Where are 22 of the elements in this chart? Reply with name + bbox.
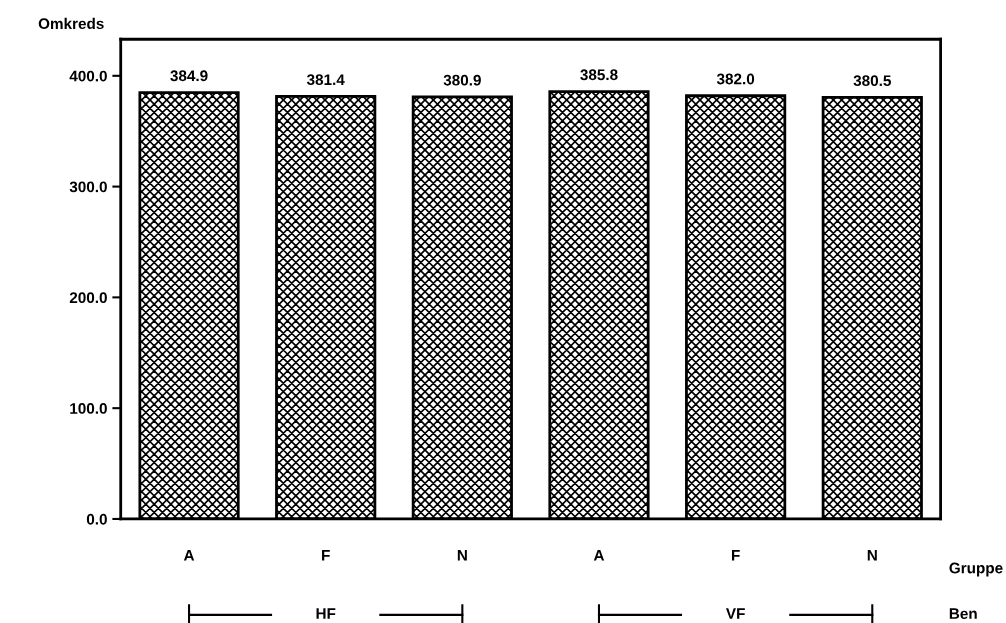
y-tick-label: 400.0 [69, 70, 107, 82]
text: Ben [949, 608, 977, 619]
data-label: 380.5 [853, 75, 891, 87]
x-tick-label: F [731, 550, 740, 561]
x-axis-title: Gruppe [949, 562, 1003, 577]
data-label: 380.9 [443, 74, 481, 86]
y-tick-label: 200.0 [69, 292, 107, 304]
y-axis-title: Omkreds [38, 17, 104, 30]
x-tick-label: A [593, 550, 605, 561]
data-label: 385.8 [580, 69, 618, 81]
x-tick-label: N [867, 550, 877, 561]
data-label: 384.9 [170, 70, 208, 82]
y-tick-label: 100.0 [70, 403, 107, 414]
text: VF [725, 608, 745, 619]
y-tick-label: 0.0 [86, 513, 107, 525]
data-label: 381.4 [306, 74, 345, 86]
text: HF [316, 608, 336, 619]
x-tick-label: N [457, 550, 467, 561]
x-tick-label: F [322, 550, 330, 561]
x-tick-label: A [183, 550, 195, 561]
data-label: 382.0 [716, 73, 755, 85]
y-tick-label: 300.0 [69, 181, 107, 193]
